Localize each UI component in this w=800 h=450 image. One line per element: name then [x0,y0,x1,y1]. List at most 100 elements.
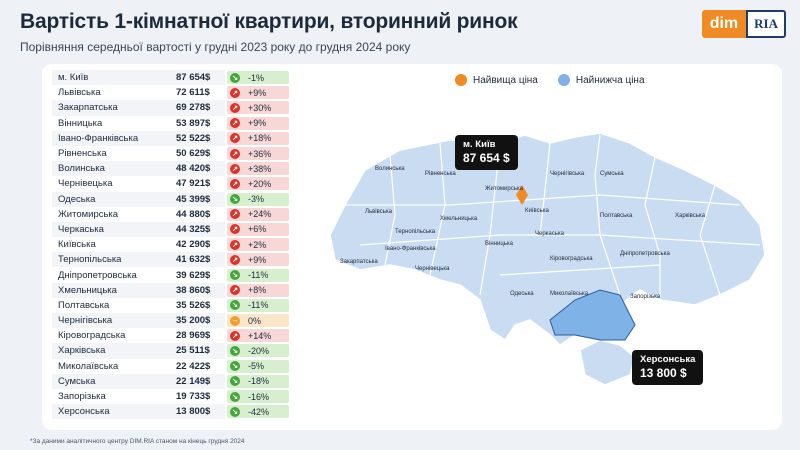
table-row: Дніпропетровська 39 629$ ↘ -11% [52,267,292,282]
table-row: Київська 42 290$ ↗ +2% [52,237,292,252]
region-name: Волинська [52,161,172,177]
kyiv-marker [516,185,528,205]
region-name: Одеська [52,191,172,207]
change-value: +2% [248,239,267,250]
table-row: Волинська 48 420$ ↗ +38% [52,161,292,177]
region-name: Черкаська [52,221,172,238]
region-price: 13 800$ [172,404,225,420]
region-price: 69 278$ [172,100,225,116]
price-table: м. Київ 87 654$ ↘ -1% Львівська 72 611$ ↗ +9% За… [52,70,292,420]
trend-arrow-icon: ↗ [230,209,240,220]
highest-callout: м. Київ 87 654 $ [455,135,518,170]
map-region-label: Дніпропетровська [620,251,670,257]
region-price: 50 629$ [176,148,211,160]
change-value: -42% [248,406,270,417]
table-row: Полтавська 35 526$ ↘ -11% [52,298,292,313]
region-change: ↘ -42% [227,405,289,419]
change-value: +9% [248,118,267,129]
region-price: 44 880$ [176,208,211,220]
table-row: Харківська 25 511$ ↘ -20% [52,343,292,359]
region-change: ↘ -18% [227,374,289,388]
table-row: Миколаївська 22 422$ ↘ -5% [52,359,292,374]
region-name: Чернігівська [52,313,172,329]
logo-dim: dim [701,10,747,38]
region-change: ↘ -16% [227,390,289,404]
trend-arrow-icon: ↘ [230,194,240,205]
region-name: Хмельницька [52,282,172,298]
change-value: -3% [248,194,265,205]
region-change: ↘ -20% [227,344,289,358]
change-value: 0% [248,315,262,326]
table-row: Житомирська 44 880$ ↗ +24% [52,207,292,222]
trend-arrow-icon: ↗ [230,330,240,341]
region-price: 38 860$ [172,282,225,298]
change-value: +8% [248,285,267,296]
region-change: ↗ +36% [227,147,289,161]
lowest-callout: Херсонська 13 800 $ [632,350,704,385]
ukraine-map: Волинська Рівненська Житомирська Чернігівсь… [329,132,766,386]
region-name: м. Київ [52,70,172,86]
region-price: 52 522$ [172,130,225,146]
map-region-label: Полтавська [600,213,633,219]
trend-arrow-icon: ↗ [230,148,240,159]
change-value: -20% [248,345,270,356]
trend-arrow-icon: ↗ [230,133,240,144]
change-value: +36% [248,148,272,159]
trend-arrow-icon: ↗ [230,285,240,296]
region-name: Житомирська [58,208,119,220]
trend-arrow-icon: ↘ [230,406,240,417]
region-name: Миколаївська [58,360,119,372]
region-change: ↘ -5% [227,359,289,373]
map-region-label: Львівська [365,209,393,215]
trend-arrow-icon: ↘ [230,72,240,83]
map-region-label: Сумська [600,171,624,177]
trend-arrow-icon: ↗ [230,178,240,189]
trend-arrow-icon: ↘ [230,361,240,372]
trend-arrow-icon: → [230,315,240,326]
trend-arrow-icon: ↗ [230,163,240,174]
region-name: Кіровоградська [58,330,126,342]
region-price: 42 290$ [176,239,211,251]
kherson-region [549,289,636,341]
change-value: +6% [248,224,267,235]
map-region-label: Рівненська [425,171,456,177]
region-name: Київська [58,239,96,251]
change-value: -11% [248,300,269,311]
region-change: ↗ +24% [227,207,289,221]
region-change: ↗ +18% [227,131,289,145]
region-change: ↗ +38% [227,162,289,176]
trend-arrow-icon: ↘ [230,345,240,356]
trend-arrow-icon: ↗ [230,254,240,265]
table-row: м. Київ 87 654$ ↘ -1% [52,70,292,86]
change-value: -16% [248,391,270,402]
region-name: Сумська [52,373,172,389]
legend-lowest-label: Найнижча ціна [575,74,645,86]
region-name: Дніпропетровська [58,269,137,281]
region-change: → 0% [227,314,289,328]
region-change: ↗ +9% [227,86,289,100]
table-row: Рівненська 50 629$ ↗ +36% [52,146,292,161]
map-region-label: Одеська [510,291,534,297]
change-value: -11% [248,270,269,281]
region-change: ↘ -11% [227,298,289,312]
change-value: +38% [248,163,272,174]
change-value: +24% [248,209,272,220]
trend-arrow-icon: ↗ [230,87,240,98]
map-region-label: Житомирська [485,186,524,192]
highest-callout-name: м. Київ [463,139,496,150]
region-change: ↗ +30% [227,101,289,115]
table-row: Івано-Франківська 52 522$ ↗ +18% [52,130,292,146]
region-price: 25 511$ [172,343,225,359]
region-name: Івано-Франківська [52,130,172,146]
map-region-label: Київська [525,208,550,214]
footnote: *За даними аналітичного центру DIM.RIA с… [30,438,245,445]
trend-arrow-icon: ↘ [230,376,240,387]
table-row: Запорізька 19 733$ ↘ -16% [52,389,292,404]
change-value: +14% [248,330,272,341]
legend-highest: Найвища ціна [455,74,538,86]
region-price: 87 654$ [172,70,225,86]
region-price: 22 149$ [172,373,225,389]
map-region-label: Черкаська [535,231,565,237]
table-row: Кіровоградська 28 969$ ↗ +14% [52,328,292,343]
region-name: Тернопільська [52,252,172,268]
